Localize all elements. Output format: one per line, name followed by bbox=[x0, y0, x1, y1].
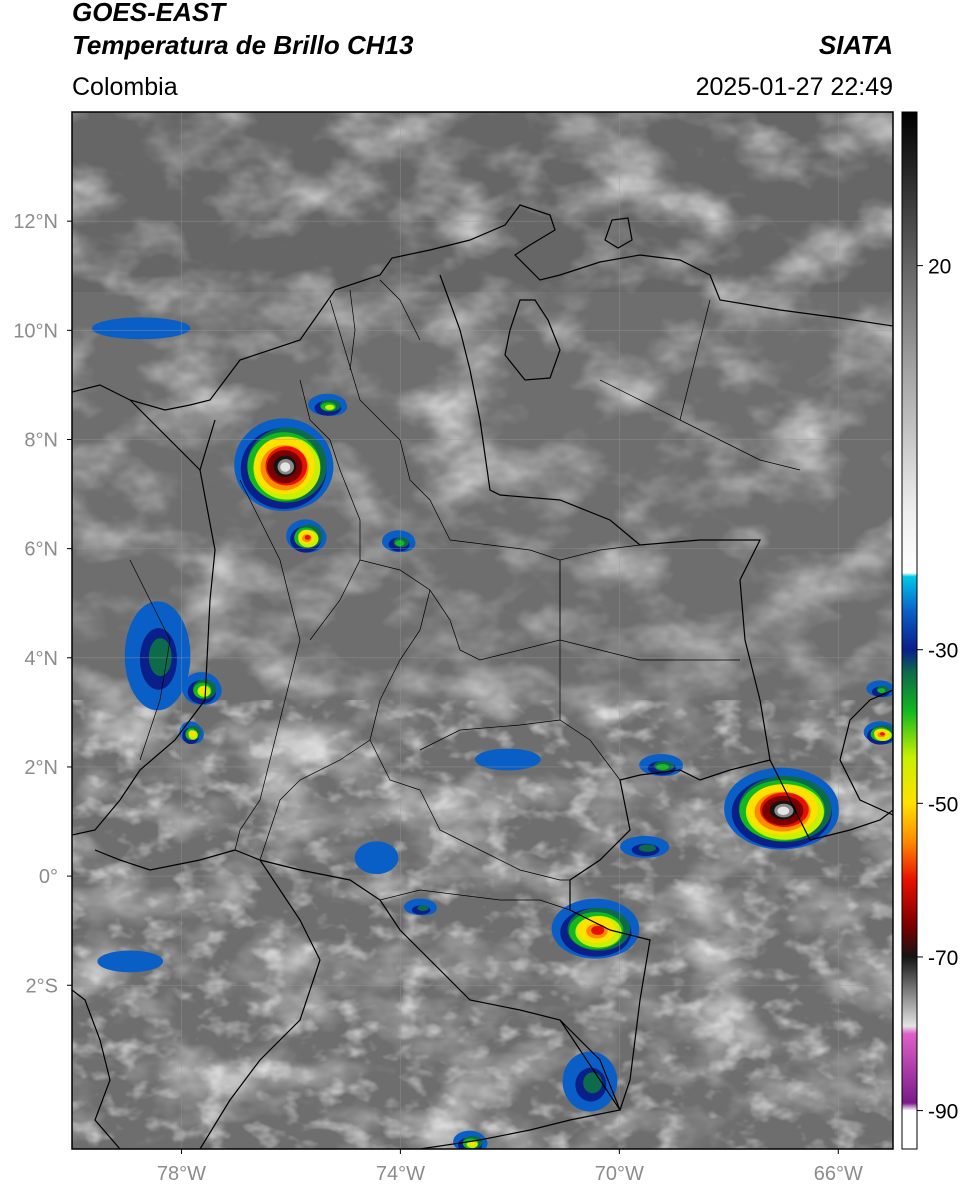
colorbar-tick-label: -30 bbox=[928, 640, 958, 663]
storm-cell bbox=[286, 519, 327, 553]
department-borders bbox=[129, 279, 801, 911]
storm-cell bbox=[234, 418, 334, 512]
colorbar-tick-label: -90 bbox=[928, 1101, 958, 1124]
storm-cell bbox=[308, 393, 348, 416]
dept-line bbox=[379, 279, 421, 341]
storm-contour bbox=[777, 806, 790, 816]
storm-contour bbox=[280, 462, 291, 472]
storm-contour bbox=[417, 905, 429, 912]
storm-cell bbox=[551, 898, 640, 959]
coastline-caribbean bbox=[72, 204, 893, 411]
colorbar-tick-label: -50 bbox=[928, 793, 958, 816]
storm-contour bbox=[190, 732, 195, 737]
product-title: Temperatura de Brillo CH13 bbox=[72, 30, 414, 60]
dept-line bbox=[379, 889, 571, 911]
coastline-paraguana bbox=[604, 217, 633, 249]
storm-cell bbox=[124, 601, 191, 711]
region-label: Colombia bbox=[72, 73, 178, 101]
storm-contour bbox=[148, 638, 172, 677]
dept-line bbox=[239, 479, 301, 721]
coastline-pacific bbox=[72, 399, 216, 836]
dept-line bbox=[599, 379, 801, 471]
storm-contour bbox=[877, 688, 886, 693]
border-brazil-east bbox=[809, 809, 893, 841]
colorbar-tick-label: 20 bbox=[928, 256, 951, 279]
dept-line bbox=[369, 589, 431, 791]
lon-tick-label: 70°W bbox=[595, 1163, 644, 1185]
storm-contour bbox=[395, 540, 405, 547]
lat-tick-label: 2°N bbox=[24, 757, 58, 779]
storm-contour bbox=[354, 841, 399, 875]
border-colombia-brazil bbox=[569, 779, 651, 1111]
storm-cell bbox=[724, 767, 840, 850]
dept-line bbox=[359, 559, 561, 661]
storm-contour bbox=[591, 925, 605, 935]
dept-line bbox=[419, 789, 570, 881]
storm-cell bbox=[91, 317, 191, 340]
storm-contour bbox=[879, 732, 885, 736]
timestamp-label: 2025-01-27 22:49 bbox=[695, 73, 893, 101]
storm-cell bbox=[381, 530, 416, 553]
storm-cell bbox=[562, 1051, 618, 1112]
satellite-title: GOES-EAST bbox=[72, 0, 226, 27]
lon-tick-label: 66°W bbox=[814, 1163, 863, 1185]
storm-contour bbox=[638, 844, 656, 852]
dept-line bbox=[559, 544, 641, 640]
lon-tick-label: 78°W bbox=[157, 1163, 206, 1185]
storm-contour bbox=[583, 1072, 603, 1094]
graticule bbox=[72, 112, 893, 1149]
storm-cells bbox=[91, 317, 893, 1149]
map-frame bbox=[71, 111, 894, 1150]
lat-tick-label: 4°N bbox=[24, 648, 58, 670]
storm-cell bbox=[182, 672, 222, 705]
colorbar-gradient bbox=[901, 111, 918, 1150]
coastline-ecuador bbox=[72, 989, 121, 1149]
lat-tick-label: 6°N bbox=[24, 539, 58, 561]
lat-tick-label: 12°N bbox=[13, 211, 58, 233]
border-colombia-panama bbox=[199, 419, 216, 471]
dept-line bbox=[234, 719, 281, 851]
storm-cell bbox=[403, 898, 437, 916]
dept-line bbox=[559, 639, 740, 661]
dept-line bbox=[129, 559, 171, 761]
lat-tick-label: 0° bbox=[39, 866, 58, 888]
border-peru-ecuador bbox=[199, 859, 321, 1149]
storm-contour bbox=[490, 754, 532, 769]
storm-cell bbox=[620, 835, 670, 858]
border-venezuela-brazil bbox=[619, 759, 771, 781]
credit-label: SIATA bbox=[818, 30, 893, 60]
colorbar: 20 -30 -50 -70 -90 bbox=[901, 111, 958, 1150]
dept-line bbox=[329, 299, 451, 541]
colorbar-tick-label: -70 bbox=[928, 947, 958, 970]
border-venezuela-guyana bbox=[839, 689, 893, 816]
storm-cell bbox=[863, 721, 893, 745]
border-colombia-ecuador bbox=[94, 849, 236, 871]
dept-line bbox=[419, 719, 621, 781]
coastline-maracaibo bbox=[504, 299, 561, 381]
cirrus-texture bbox=[72, 700, 893, 1149]
storm-cell bbox=[866, 680, 893, 698]
lat-tick-label: 10°N bbox=[13, 320, 58, 342]
map-area bbox=[72, 112, 893, 1149]
storm-cell bbox=[354, 841, 399, 875]
storm-contour bbox=[97, 950, 164, 973]
dept-line bbox=[679, 299, 711, 421]
storm-contour bbox=[304, 534, 311, 540]
dept-line bbox=[299, 379, 361, 641]
axis-ticks: 12°N 10°N 8°N 6°N 4°N 2°N 0° 2°S 78°W 74°W 70°W 66°… bbox=[13, 211, 863, 1185]
storm-cell bbox=[475, 748, 541, 771]
lat-tick-label: 8°N bbox=[24, 429, 58, 451]
dept-line bbox=[259, 739, 371, 861]
storm-cell bbox=[97, 950, 164, 973]
storm-contour bbox=[325, 404, 335, 410]
colorbar-ticks: 20 -30 -50 -70 -90 bbox=[917, 256, 958, 1124]
dept-line bbox=[349, 289, 356, 371]
border-peru-brazil bbox=[419, 1019, 621, 1149]
lon-tick-label: 74°W bbox=[376, 1163, 425, 1185]
lat-tick-label: 2°S bbox=[26, 975, 58, 997]
